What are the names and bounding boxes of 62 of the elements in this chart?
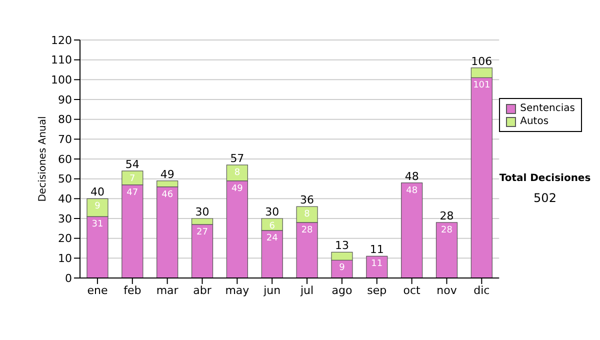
x-tick-label: feb [124,284,142,297]
x-tick-label: sep [367,284,387,297]
data-label: 11 [371,259,383,270]
data-label: 47 [126,188,138,198]
data-label: 9 [339,263,346,274]
x-tick-label: nov [436,284,458,297]
y-tick-label: 30 [58,212,72,226]
total-label: 11 [370,243,384,256]
total-label: 13 [334,239,349,252]
x-tick-label: jun [262,284,281,297]
x-tick-label: ago [332,284,352,297]
y-tick-label: 70 [58,133,72,146]
legend-label: Sentencias [520,102,575,115]
y-tick-label: 0 [65,272,72,285]
data-label: 28 [301,225,314,236]
bar [401,182,423,278]
total-label: 57 [230,152,244,165]
y-axis-title: Decisiones Anual [38,116,49,202]
y-tick-label: 90 [58,93,72,106]
data-label: 7 [130,174,136,184]
data-label: 9 [94,202,101,212]
total-label: 28 [440,209,454,222]
data-label: 24 [266,233,278,244]
y-tick-label: 40 [58,192,72,206]
data-label: 31 [92,220,104,230]
data-label: 28 [441,225,453,236]
x-tick-label: dic [474,284,490,297]
total-label: 36 [300,194,314,207]
y-tick-label: 20 [58,232,72,246]
legend-label: Autos [520,115,549,128]
total-label: 106 [471,54,492,68]
text: Total Decisiones [498,173,592,184]
data-label: 46 [162,190,174,200]
total-label: 40 [90,186,104,199]
data-label: 101 [473,80,490,91]
total-label: 49 [160,168,174,181]
data-label: 6 [269,222,276,232]
total-label: 54 [125,158,140,171]
x-tick-label: oct [403,284,422,297]
bar [366,256,388,278]
y-tick-label: 110 [51,54,72,67]
y-tick-label: 100 [51,74,72,87]
total-label: 30 [265,206,280,218]
y-tick-label: 60 [58,152,72,166]
total-label: 48 [404,170,419,183]
x-tick-label: abr [193,284,212,297]
y-tick-label: 50 [58,172,72,186]
x-tick-label: may [225,284,250,297]
data-label: 8 [304,210,310,220]
data-label: 48 [406,186,418,196]
data-label: 49 [231,184,244,194]
y-tick-label: 80 [58,113,72,126]
y-tick-label: 10 [58,252,72,266]
total-label: 30 [195,206,210,218]
data-label: 8 [234,168,240,178]
x-tick-label: jul [299,284,314,297]
y-tick-label: 120 [51,34,72,47]
x-tick-label: mar [156,284,179,297]
data-label: 27 [196,227,208,238]
text: 502 [532,191,558,205]
x-tick-label: ene [87,284,108,297]
bar [436,222,458,278]
